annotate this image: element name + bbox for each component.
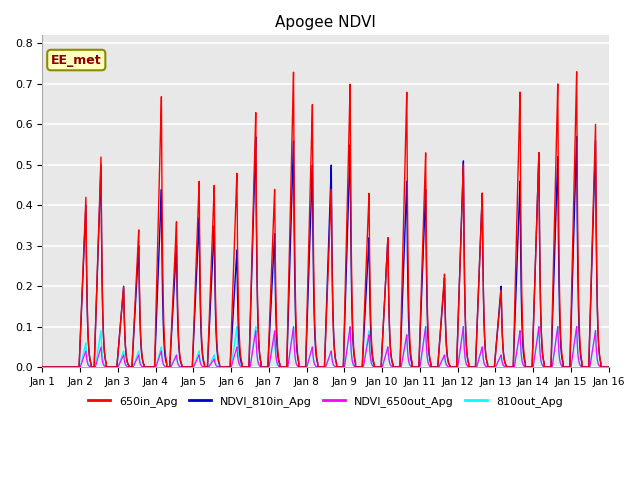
Text: EE_met: EE_met <box>51 54 102 67</box>
Title: Apogee NDVI: Apogee NDVI <box>275 15 376 30</box>
Legend: 650in_Apg, NDVI_810in_Apg, NDVI_650out_Apg, 810out_Apg: 650in_Apg, NDVI_810in_Apg, NDVI_650out_A… <box>84 392 568 411</box>
